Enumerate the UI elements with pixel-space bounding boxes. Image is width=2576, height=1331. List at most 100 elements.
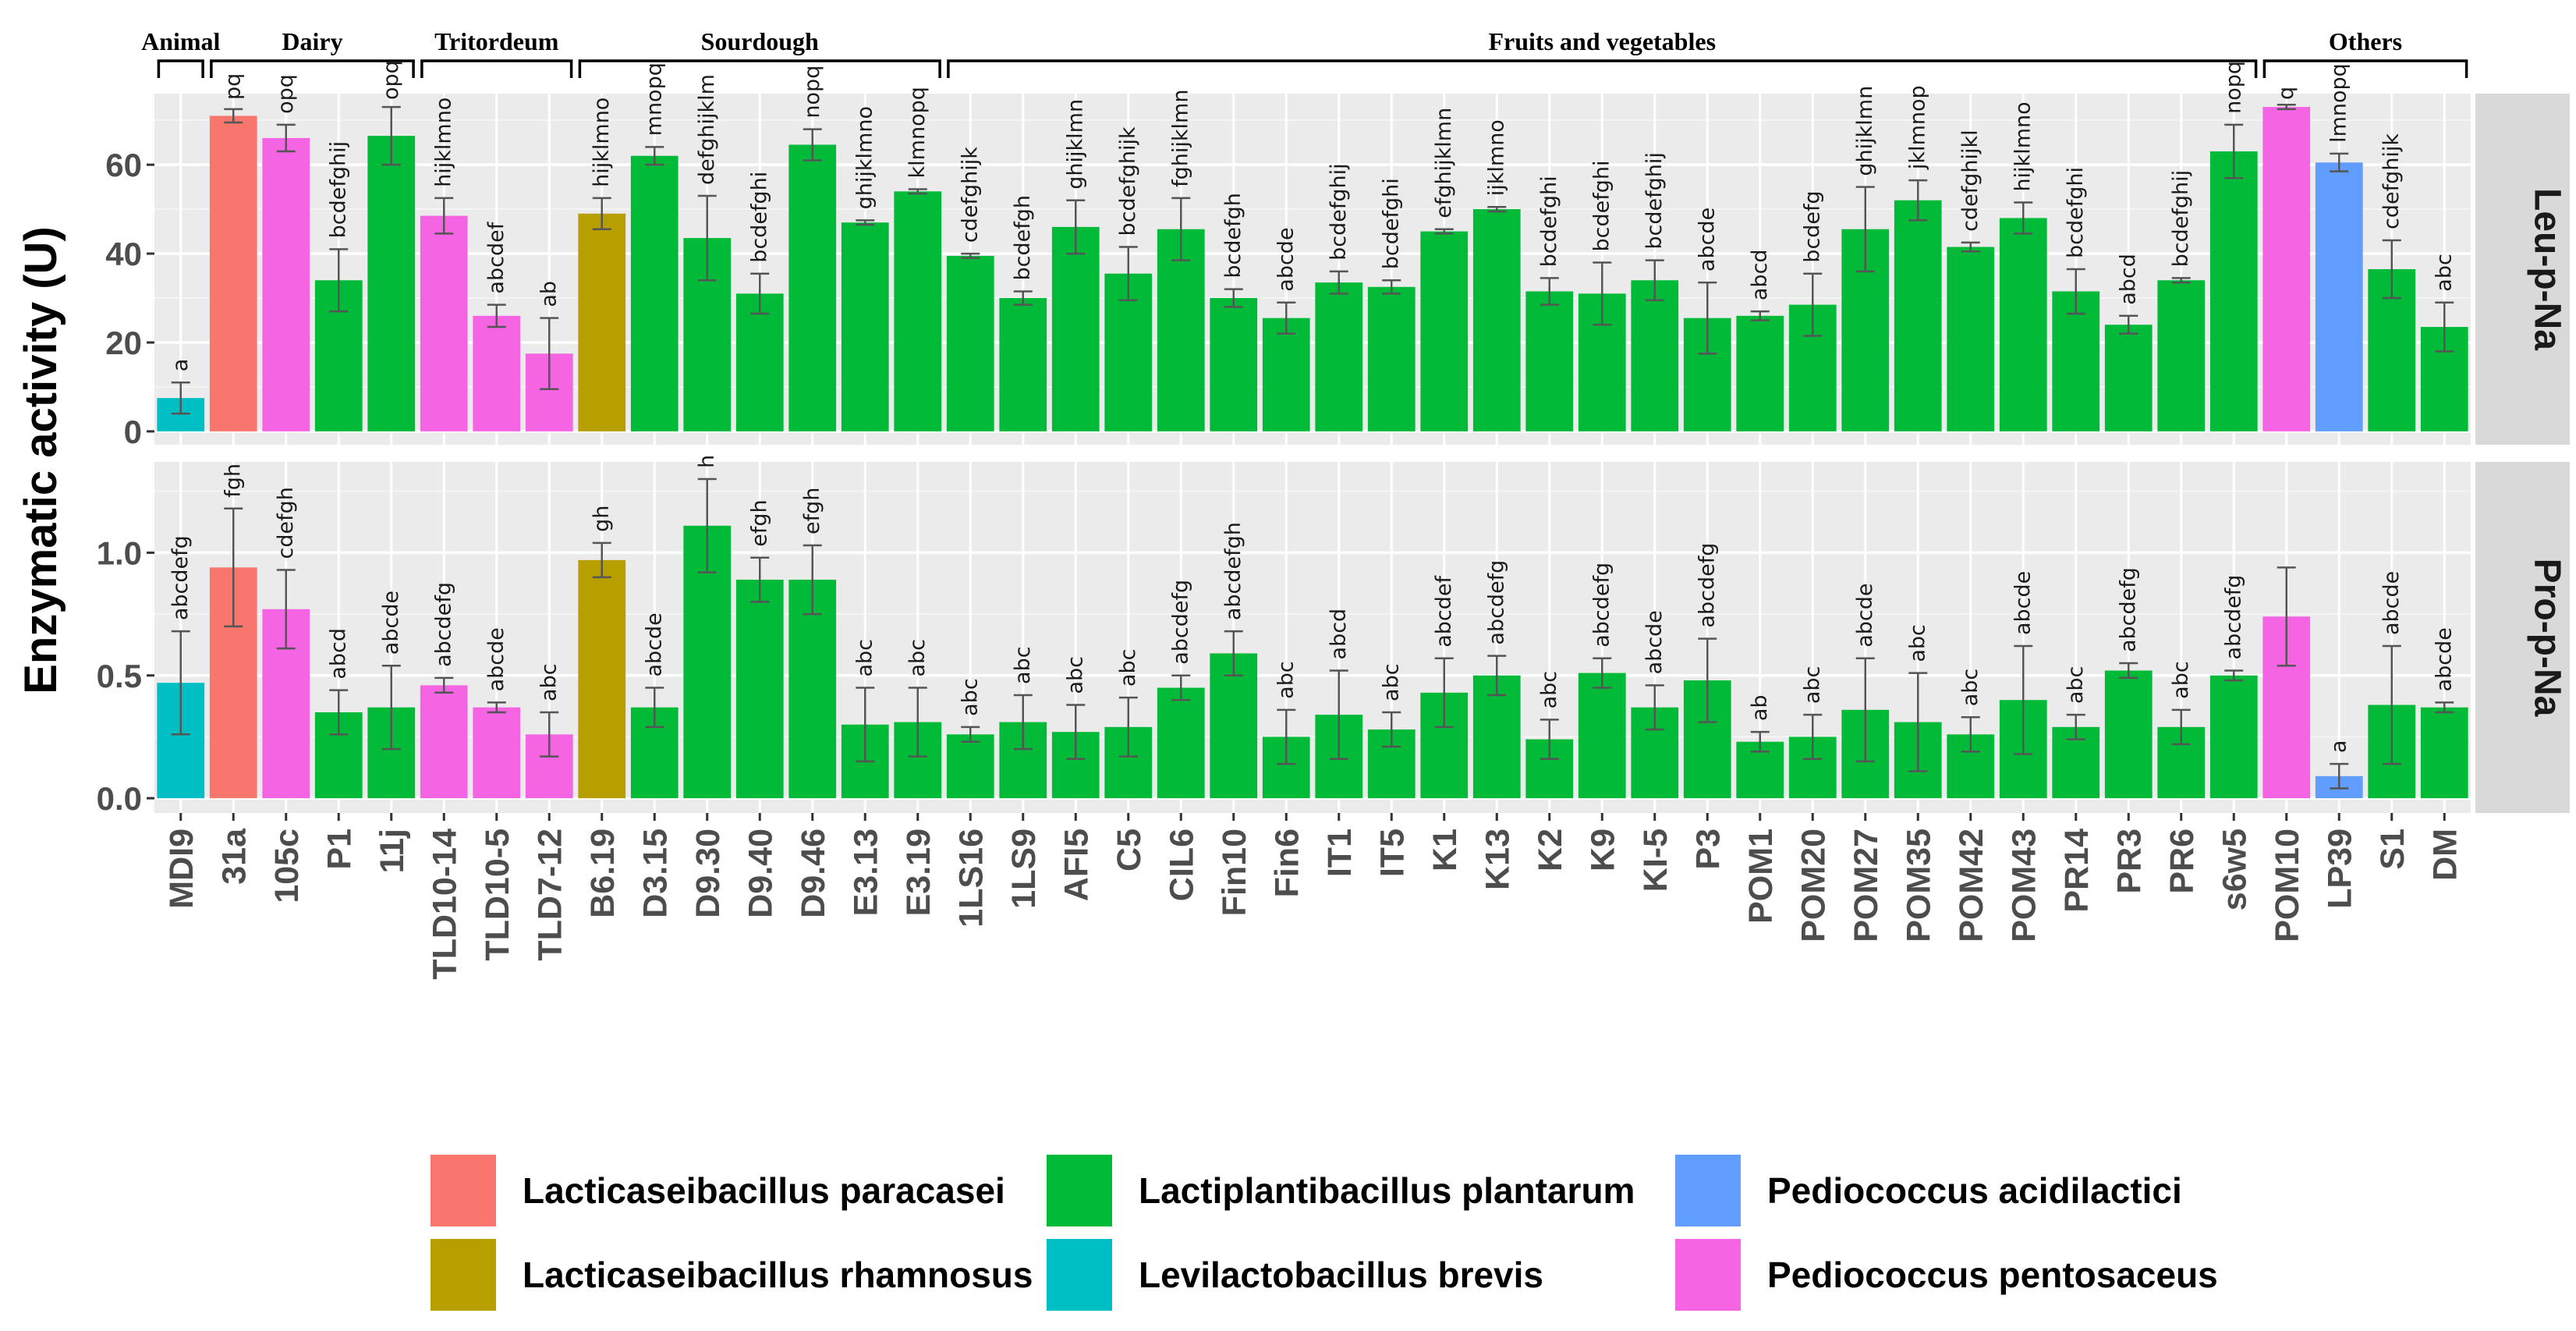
- error-bar: [381, 105, 401, 166]
- group-label: Animal: [141, 27, 220, 55]
- facet-label: Leu-p-Na: [2527, 188, 2568, 350]
- x-tick-label: PR3: [2110, 829, 2148, 894]
- bar-D9.46: [788, 144, 837, 431]
- significance-letter: abcde: [379, 591, 403, 655]
- significance-letter: ghijklmno: [852, 106, 877, 209]
- error-bar: [2119, 314, 2138, 335]
- significance-letter: pq: [221, 73, 245, 100]
- error-bar: [171, 630, 190, 736]
- error-bar: [381, 664, 401, 751]
- x-tick-label: D9.46: [795, 829, 832, 918]
- error-bar: [1593, 657, 1612, 689]
- significance-letter: ijklmno: [1484, 119, 1508, 196]
- significance-letter: abcd: [326, 628, 350, 680]
- error-bar: [2277, 103, 2296, 111]
- y-tick-label: 0.0: [97, 780, 142, 817]
- error-bar: [2382, 239, 2401, 300]
- significance-letter: gh: [590, 506, 614, 532]
- significance-letter: abcdefgh: [1221, 522, 1245, 620]
- significance-letter: bcdefg: [1800, 190, 1824, 262]
- bar-POM42: [1947, 247, 1995, 431]
- significance-letter: abc: [1011, 646, 1035, 684]
- bar-D3.15: [630, 155, 679, 431]
- group-label: Dairy: [282, 27, 342, 55]
- bar-Fin10: [1210, 653, 1258, 799]
- error-bar: [1118, 246, 1138, 302]
- error-bar: [697, 477, 717, 573]
- legend-label: Lacticaseibacillus rhamnosus: [523, 1255, 1033, 1295]
- legend-label: Lacticaseibacillus paracasei: [523, 1170, 1005, 1211]
- significance-letter: hijklmno: [2011, 101, 2035, 191]
- bar-CIL6: [1157, 687, 1205, 799]
- x-tick-label: AFI5: [1058, 829, 1095, 901]
- error-bar: [1540, 277, 1559, 306]
- x-tick-label: PR6: [2163, 829, 2201, 894]
- error-bar: [2224, 669, 2244, 682]
- error-bar: [1277, 708, 1296, 765]
- error-bar: [540, 711, 559, 758]
- error-bar: [908, 188, 927, 195]
- significance-letter: abc: [1905, 624, 1929, 662]
- significance-letter: cdefghijk: [2379, 133, 2404, 229]
- error-bar: [592, 197, 611, 230]
- group-label: Fruits and vegetables: [1488, 27, 1716, 55]
- x-tick-label: D9.30: [689, 829, 727, 918]
- significance-letter: abc: [2169, 661, 2193, 699]
- x-tick-label: Fin10: [1216, 829, 1253, 916]
- x-tick-label: KI-5: [1637, 829, 1674, 892]
- legend-item: Levilactobacillus brevis: [1047, 1239, 1543, 1311]
- x-axis: MDI9 31a 105c P1 11j TLD10-14 TLD10-5 TLD7-12 B6…: [163, 813, 2464, 980]
- x-tick-label: C5: [1111, 829, 1148, 871]
- significance-letter: ghijklmn: [1853, 86, 1877, 176]
- bar-K1: [1420, 231, 1469, 431]
- x-tick-label: POM1: [1742, 829, 1780, 924]
- error-bar: [1487, 655, 1507, 697]
- error-bar: [1750, 310, 1770, 321]
- bar-IT1: [1315, 282, 1363, 431]
- significance-letter: bcdefghijk: [1116, 126, 1140, 236]
- significance-letter: bcdefghij: [1642, 152, 1667, 250]
- bar-PR3: [2104, 325, 2153, 431]
- error-bar: [540, 317, 559, 391]
- significance-letter: cdefghijkl: [1958, 130, 1982, 232]
- error-bar: [1593, 261, 1612, 326]
- bar-TLD10-14: [420, 685, 468, 799]
- legend-item: Lacticaseibacillus rhamnosus: [431, 1239, 1033, 1311]
- legend-label: Lactiplantibacillus plantarum: [1139, 1170, 1635, 1211]
- group-bracket: [420, 59, 573, 78]
- x-tick-label: D3.15: [636, 829, 674, 918]
- facet-strip: [2475, 462, 2570, 813]
- error-bar: [1224, 630, 1243, 677]
- error-bar: [1698, 637, 1717, 723]
- significance-letter: abcde: [1274, 227, 1298, 291]
- significance-letter: hijklmno: [431, 98, 455, 187]
- x-tick-label: CIL6: [1163, 829, 1200, 901]
- legend-swatch: [431, 1155, 496, 1226]
- bar-1LS16: [946, 734, 994, 799]
- error-bar: [1171, 197, 1191, 261]
- bar-DM: [2420, 707, 2468, 799]
- group-Sourdough: Sourdough: [578, 27, 941, 78]
- x-tick-label: E3.19: [900, 829, 937, 916]
- significance-letter: abc: [905, 639, 930, 677]
- legend-label: Levilactobacillus brevis: [1139, 1255, 1543, 1295]
- error-bar: [697, 194, 717, 282]
- group-Dairy: Dairy: [210, 27, 415, 78]
- significance-letter: bcdefghij: [1327, 163, 1351, 261]
- error-bar: [487, 303, 506, 328]
- error-bar: [1329, 669, 1348, 761]
- x-tick-label: POM10: [2269, 829, 2306, 942]
- significance-letter: abcdefg: [1484, 560, 1508, 645]
- x-tick-label: POM27: [1848, 829, 1885, 942]
- error-bar: [1013, 290, 1033, 306]
- significance-letter: abcde: [2379, 571, 2404, 635]
- error-bar: [1961, 716, 1980, 753]
- x-tick-label: IT5: [1373, 829, 1411, 877]
- significance-letter: abc: [537, 663, 561, 701]
- group-label: Sourdough: [701, 27, 819, 55]
- bar-D9.40: [735, 293, 784, 431]
- bar-s6w5: [2209, 151, 2258, 431]
- error-bar: [1645, 259, 1664, 302]
- y-tick-label: 20: [105, 325, 142, 361]
